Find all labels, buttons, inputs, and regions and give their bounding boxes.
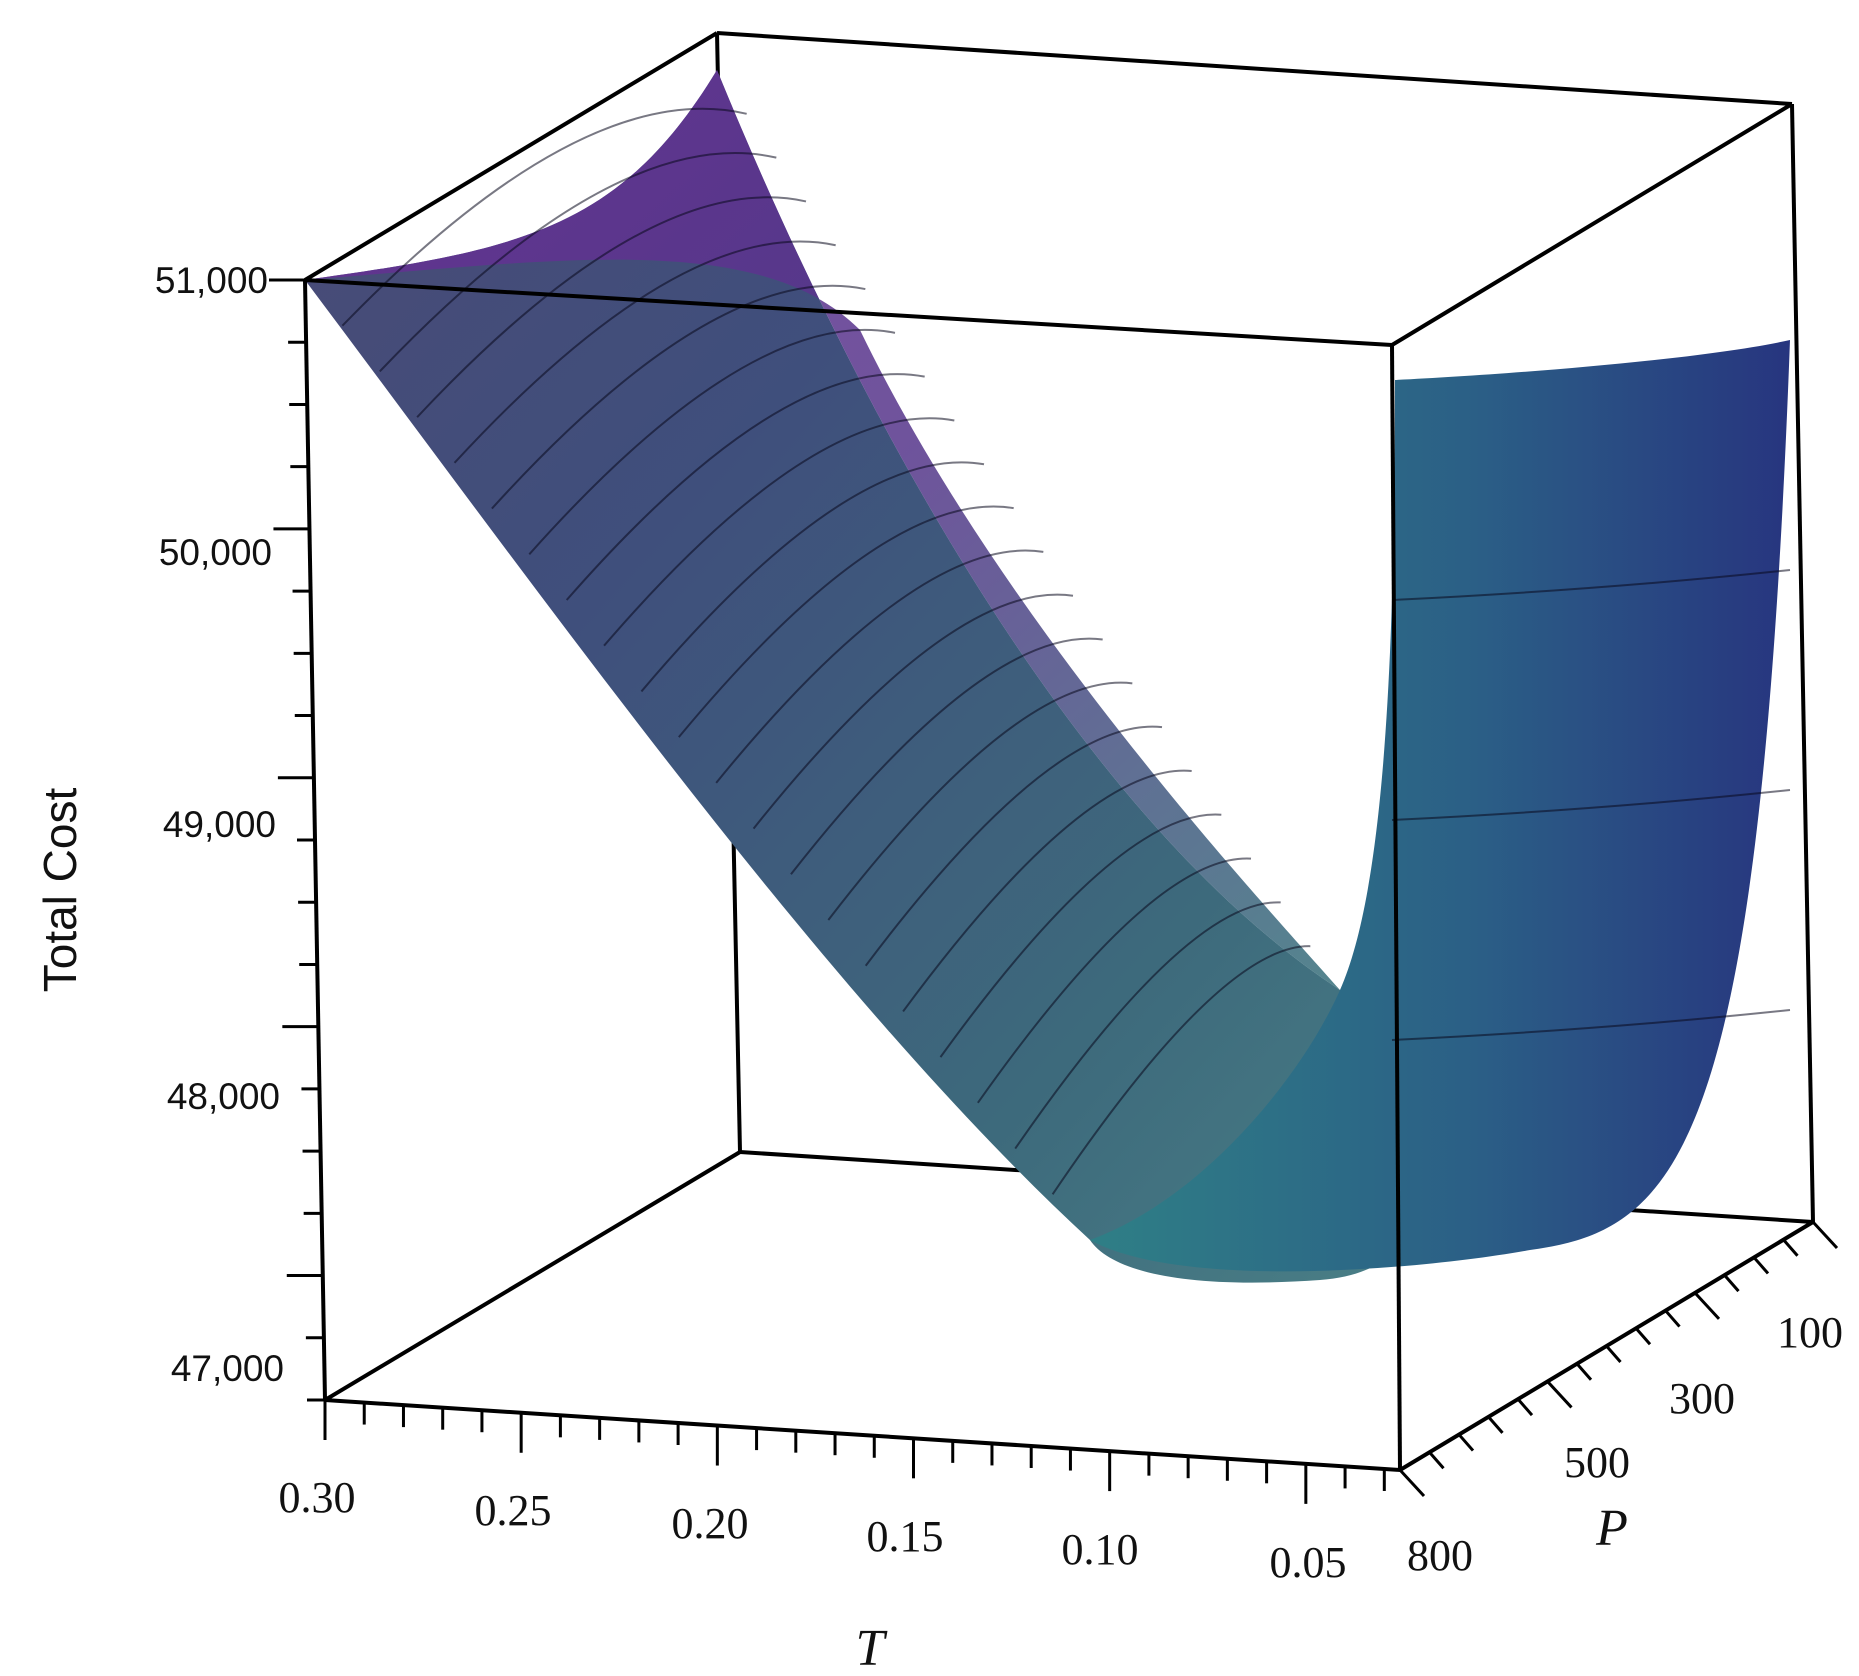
t-tick-label: 0.20 bbox=[672, 1499, 749, 1548]
mesh-line bbox=[977, 857, 1252, 1104]
z-ticks bbox=[269, 278, 325, 1402]
mesh-line bbox=[1014, 901, 1281, 1150]
z-tick-label: 47,000 bbox=[171, 1348, 284, 1389]
p-minor-tick bbox=[1605, 1345, 1622, 1363]
mesh-line bbox=[752, 593, 1074, 830]
mesh-line bbox=[416, 196, 807, 418]
mesh-line bbox=[864, 725, 1163, 967]
mesh-line bbox=[341, 107, 747, 327]
p-minor-tick bbox=[1752, 1256, 1770, 1275]
p-tick-label: 500 bbox=[1564, 1438, 1630, 1487]
mesh-line bbox=[1391, 569, 1791, 601]
t-tick-label: 0.10 bbox=[1062, 1525, 1139, 1574]
p-tick-label: 100 bbox=[1777, 1308, 1843, 1357]
mesh-line bbox=[715, 549, 1044, 784]
t-tick-label: 0.15 bbox=[867, 1512, 944, 1561]
mesh-line bbox=[565, 373, 925, 601]
surface-back-face bbox=[305, 70, 1340, 990]
p-axis-label: P bbox=[1595, 1500, 1628, 1557]
p-axis: 800 500 300 100 P bbox=[1398, 1220, 1843, 1580]
mesh-line bbox=[1391, 789, 1791, 821]
p-ticks bbox=[1398, 1220, 1839, 1498]
mesh-line bbox=[453, 240, 836, 464]
t-tick-label: 0.05 bbox=[1270, 1538, 1347, 1587]
p-major-tick bbox=[1693, 1291, 1721, 1320]
mesh-line bbox=[939, 813, 1222, 1058]
t-tick-label: 0.25 bbox=[475, 1486, 552, 1535]
p-minor-tick bbox=[1487, 1415, 1504, 1434]
p-minor-tick bbox=[1723, 1274, 1740, 1293]
t-tick-label: 0.30 bbox=[279, 1473, 356, 1522]
z-tick-label: 48,000 bbox=[167, 1076, 280, 1117]
p-minor-tick bbox=[1634, 1327, 1652, 1346]
p-major-tick bbox=[1546, 1380, 1573, 1409]
p-minor-tick bbox=[1782, 1238, 1799, 1257]
surface-mesh-lines bbox=[341, 107, 1791, 1195]
cost-surface bbox=[305, 70, 1791, 1283]
surface-right-face bbox=[1090, 340, 1790, 1272]
p-minor-tick bbox=[1516, 1398, 1534, 1417]
mesh-line bbox=[790, 637, 1103, 875]
p-minor-tick bbox=[1428, 1451, 1445, 1470]
mesh-line bbox=[902, 769, 1192, 1013]
p-minor-tick bbox=[1575, 1362, 1593, 1381]
mesh-line bbox=[678, 505, 1014, 738]
mesh-line bbox=[1391, 1009, 1791, 1041]
p-minor-tick bbox=[1664, 1309, 1681, 1328]
mesh-line bbox=[379, 152, 777, 373]
p-major-tick bbox=[1811, 1220, 1839, 1250]
surface-left-face bbox=[305, 70, 1417, 1283]
mesh-line bbox=[603, 417, 955, 647]
p-tick-label: 300 bbox=[1669, 1374, 1735, 1423]
mesh-line bbox=[491, 284, 866, 510]
mesh-line bbox=[1051, 945, 1311, 1195]
t-axis: 0.30 0.25 0.20 0.15 0.10 0.05 T bbox=[279, 1400, 1386, 1676]
mesh-line bbox=[640, 461, 985, 693]
p-minor-tick bbox=[1457, 1433, 1475, 1452]
z-tick-label: 51,000 bbox=[155, 260, 268, 301]
t-ticks bbox=[323, 1400, 1386, 1504]
p-major-tick bbox=[1398, 1468, 1426, 1498]
z-axis-label: Total Cost bbox=[34, 788, 86, 993]
z-tick-label: 50,000 bbox=[159, 532, 272, 573]
z-tick-label: 49,000 bbox=[163, 804, 276, 845]
mesh-line bbox=[827, 681, 1133, 921]
p-tick-label: 800 bbox=[1407, 1531, 1473, 1580]
z-axis: 51,000 50,000 49,000 48,000 47,000 Total… bbox=[34, 260, 325, 1402]
t-axis-label: T bbox=[856, 1620, 888, 1676]
mesh-line bbox=[528, 328, 896, 555]
